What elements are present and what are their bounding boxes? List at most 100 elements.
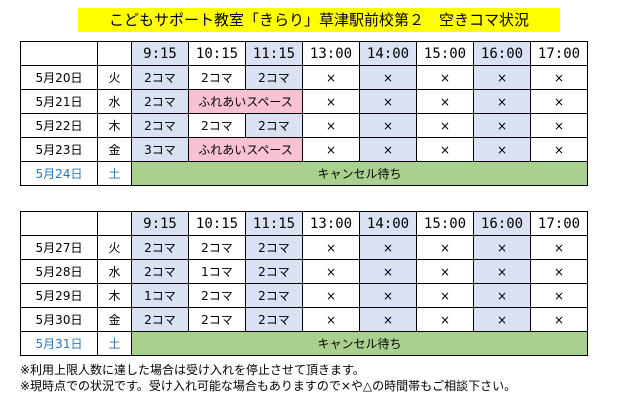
date-cell: 5月27日: [20, 235, 98, 260]
slot-cell: ×: [359, 89, 417, 114]
slot-cell: ×: [473, 89, 531, 114]
fureai-space-cell: ふれあいスペース: [188, 89, 303, 114]
slot-cell: ×: [473, 259, 531, 284]
time-slot-header: 11:15: [245, 211, 303, 236]
date-cell: 5月23日: [20, 137, 98, 162]
date-cell: 5月30日: [20, 307, 98, 332]
table-row: 5月24日 土 キャンセル待ち: [20, 161, 588, 186]
slot-cell: 2コマ: [131, 259, 189, 284]
slot-cell: ×: [302, 235, 360, 260]
slot-cell: 2コマ: [245, 259, 303, 284]
weekday-cell: 土: [97, 161, 132, 186]
slot-cell: 3コマ: [131, 137, 189, 162]
slot-cell: 2コマ: [131, 89, 189, 114]
slot-cell: 2コマ: [188, 113, 246, 138]
corner-cell: [20, 41, 98, 66]
time-slot-header: 11:15: [245, 41, 303, 66]
weekday-cell: 火: [97, 235, 132, 260]
slot-cell: ×: [359, 259, 417, 284]
weekday-cell: 木: [97, 113, 132, 138]
slot-cell: 2コマ: [188, 283, 246, 308]
date-cell: 5月24日: [20, 161, 98, 186]
table-row: 5月21日 水 2コマ ふれあいスペース × × × × ×: [20, 89, 588, 114]
slot-cell: 2コマ: [188, 65, 246, 90]
slot-cell: ×: [530, 307, 588, 332]
time-slot-header: 10:15: [188, 211, 246, 236]
table-row: 5月30日 金 2コマ 2コマ 2コマ × × × × ×: [20, 307, 588, 332]
weekday-cell: 水: [97, 89, 132, 114]
slot-cell: 2コマ: [245, 113, 303, 138]
slot-cell: ×: [530, 89, 588, 114]
slot-cell: ×: [416, 137, 474, 162]
slot-cell: ×: [359, 235, 417, 260]
slot-cell: ×: [302, 259, 360, 284]
weekday-cell: 火: [97, 65, 132, 90]
slot-cell: ×: [359, 137, 417, 162]
time-slot-header: 14:00: [359, 211, 417, 236]
slot-cell: ×: [530, 65, 588, 90]
time-slot-header: 9:15: [131, 41, 189, 66]
slot-cell: ×: [473, 137, 531, 162]
slot-cell: 2コマ: [188, 307, 246, 332]
slot-cell: ×: [302, 283, 360, 308]
slot-cell: ×: [530, 137, 588, 162]
slot-cell: ×: [416, 259, 474, 284]
time-slot-header: 16:00: [473, 211, 531, 236]
weekday-cell: 金: [97, 307, 132, 332]
slot-cell: 2コマ: [131, 235, 189, 260]
slot-cell: 1コマ: [188, 259, 246, 284]
date-cell: 5月20日: [20, 65, 98, 90]
slot-cell: ×: [359, 283, 417, 308]
date-cell: 5月22日: [20, 113, 98, 138]
table-row: 5月22日 木 2コマ 2コマ 2コマ × × × × ×: [20, 113, 588, 138]
slot-cell: ×: [473, 113, 531, 138]
slot-cell: ×: [359, 307, 417, 332]
slot-cell: 2コマ: [245, 235, 303, 260]
slot-cell: ×: [530, 235, 588, 260]
slot-cell: ×: [473, 235, 531, 260]
table-row: 5月20日 火 2コマ 2コマ 2コマ × × × × ×: [20, 65, 588, 90]
weekday-cell: 土: [97, 331, 132, 356]
date-cell: 5月29日: [20, 283, 98, 308]
time-slot-header: 10:15: [188, 41, 246, 66]
corner-cell: [97, 211, 132, 236]
slot-cell: 2コマ: [245, 65, 303, 90]
slot-cell: 2コマ: [131, 65, 189, 90]
note-consult: ※現時点での状況です。受け入れ可能な場合もありますので×や△の時間帯もご相談下さ…: [20, 379, 517, 393]
table-row: 5月29日 木 1コマ 2コマ 2コマ × × × × ×: [20, 283, 588, 308]
time-slot-header: 9:15: [131, 211, 189, 236]
table-row: 5月28日 水 2コマ 1コマ 2コマ × × × × ×: [20, 259, 588, 284]
date-cell: 5月21日: [20, 89, 98, 114]
slot-cell: ×: [302, 113, 360, 138]
slot-cell: ×: [302, 89, 360, 114]
date-cell: 5月28日: [20, 259, 98, 284]
slot-cell: 2コマ: [131, 113, 189, 138]
slot-cell: ×: [530, 283, 588, 308]
slot-cell: 1コマ: [131, 283, 189, 308]
slot-cell: 2コマ: [245, 283, 303, 308]
slot-cell: ×: [473, 283, 531, 308]
slot-cell: ×: [302, 137, 360, 162]
time-slot-header: 16:00: [473, 41, 531, 66]
time-slot-header: 17:00: [530, 41, 588, 66]
slot-cell: ×: [416, 113, 474, 138]
slot-cell: ×: [359, 65, 417, 90]
time-slot-header: 13:00: [302, 41, 360, 66]
time-slot-header: 15:00: [416, 41, 474, 66]
slot-cell: ×: [416, 89, 474, 114]
slot-cell: ×: [530, 259, 588, 284]
page-title: こどもサポート教室「きらり」草津駅前校第２ 空きコマ状況: [78, 8, 560, 32]
schedule-table-week2: 9:15 10:15 11:15 13:00 14:00 15:00 16:00…: [20, 211, 588, 356]
slot-cell: 2コマ: [131, 307, 189, 332]
cancel-wait-cell: キャンセル待ち: [131, 161, 588, 186]
time-header-row: 9:15 10:15 11:15 13:00 14:00 15:00 16:00…: [20, 211, 588, 236]
slot-cell: ×: [416, 307, 474, 332]
schedule-table-week1: 9:15 10:15 11:15 13:00 14:00 15:00 16:00…: [20, 41, 588, 186]
weekday-cell: 水: [97, 259, 132, 284]
corner-cell: [20, 211, 98, 236]
table-row: 5月27日 火 2コマ 2コマ 2コマ × × × × ×: [20, 235, 588, 260]
weekday-cell: 木: [97, 283, 132, 308]
slot-cell: ×: [416, 65, 474, 90]
slot-cell: ×: [416, 235, 474, 260]
time-slot-header: 15:00: [416, 211, 474, 236]
